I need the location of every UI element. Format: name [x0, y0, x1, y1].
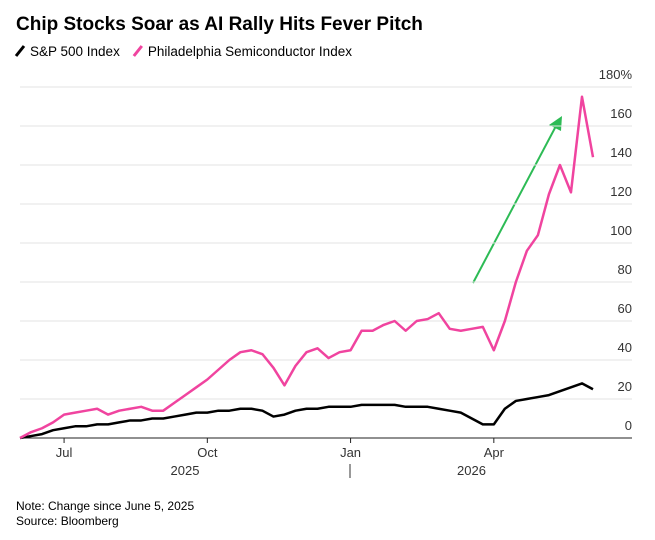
- y-tick-label: 60: [618, 301, 632, 316]
- legend-label: S&P 500 Index: [30, 44, 120, 59]
- series-line: [19, 382, 594, 440]
- series-line: [19, 95, 595, 440]
- y-tick-label: 20: [618, 379, 632, 394]
- y-tick-label: 180%: [599, 67, 633, 82]
- y-tick-label: 140: [610, 145, 632, 160]
- x-year-label: 2026: [457, 463, 486, 478]
- legend-label: Philadelphia Semiconductor Index: [148, 44, 352, 59]
- y-tick-label: 40: [618, 340, 632, 355]
- x-tick-label: Oct: [197, 445, 218, 460]
- legend-swatch: [132, 45, 143, 57]
- note: Note: Change since June 5, 2025: [16, 499, 194, 513]
- x-tick-label: Apr: [484, 445, 505, 460]
- y-tick-label: 80: [618, 262, 632, 277]
- x-tick-label: Jan: [340, 445, 361, 460]
- y-tick-label: 160: [610, 106, 632, 121]
- source: Source: Bloomberg: [16, 514, 119, 528]
- y-tick-label: 0: [625, 418, 632, 433]
- legend: S&P 500 Index Philadelphia Semiconductor …: [14, 44, 352, 59]
- legend-swatch: [14, 45, 26, 57]
- x-tick-label: Jul: [56, 445, 73, 460]
- y-tick-label: 120: [610, 184, 632, 199]
- y-tick-label: 100: [610, 223, 632, 238]
- chart-title: Chip Stocks Soar as AI Rally Hits Fever …: [16, 14, 423, 35]
- x-year-label: 2025: [171, 463, 200, 478]
- trend-arrow-head: [549, 116, 562, 131]
